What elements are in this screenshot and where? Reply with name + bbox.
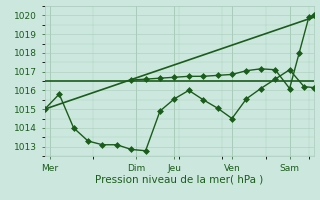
X-axis label: Pression niveau de la mer( hPa ): Pression niveau de la mer( hPa ) (95, 174, 263, 184)
